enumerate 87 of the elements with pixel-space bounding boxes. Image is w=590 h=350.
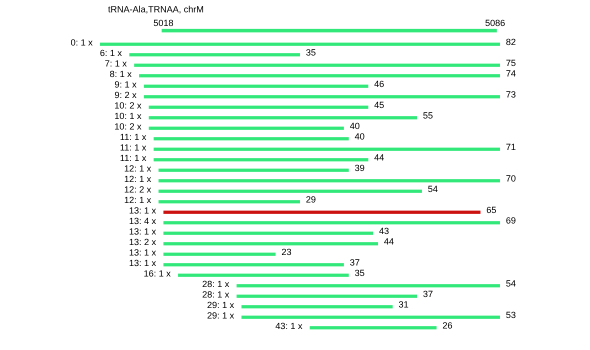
y-tick-label: 12: 1 x [124, 165, 152, 172]
bar [163, 221, 500, 224]
y-tick-label: 13: 4 x [130, 218, 156, 224]
bar [241, 316, 500, 319]
bar [163, 252, 276, 256]
y-tick-label: 29: 1 x [208, 302, 234, 308]
y-tick-label: 9: 2 x [114, 92, 136, 98]
y-tick-label: 7: 1 x [105, 60, 127, 67]
bar [129, 53, 300, 56]
bar [158, 200, 300, 204]
y-tick-label: 12: 2 x [124, 186, 152, 193]
y-tick-label: 12: 1 x [124, 176, 152, 182]
y-tick-label: 11: 1 x [120, 134, 146, 140]
data-label: 45 [374, 102, 384, 108]
y-tick-label: 28: 1 x [202, 291, 230, 298]
y-tick-label: 13: 1 x [130, 207, 156, 214]
data-label: 40 [350, 122, 360, 130]
bar [236, 294, 418, 298]
bar [241, 305, 393, 308]
data-label: 54 [506, 280, 516, 287]
data-label: 74 [506, 70, 516, 77]
y-tick-label: 13: 1 x [130, 228, 156, 235]
data-label: 46 [374, 80, 384, 88]
data-label: 29 [306, 196, 316, 203]
y-tick-label: 28: 1 x [202, 280, 230, 288]
bar [154, 148, 500, 151]
y-tick-label: 12: 1 x [124, 196, 152, 204]
bar [236, 284, 500, 288]
y-tick-label: 9: 1 x [114, 81, 136, 88]
bar [144, 95, 500, 98]
y-tick-label: 29: 1 x [208, 312, 234, 319]
y-tick-label: 8: 1 x [110, 70, 132, 78]
y-tick-label: 10: 2 x [115, 123, 142, 130]
y-tick-label: 6: 1 x [100, 50, 122, 56]
bar [148, 116, 418, 120]
bar [154, 158, 368, 162]
data-label: 44 [374, 154, 384, 161]
data-label: 40 [354, 133, 364, 140]
data-label: 31 [398, 301, 408, 308]
y-tick-label: 11: 1 x [120, 144, 146, 151]
y-tick-label: 13: 2 x [130, 238, 156, 246]
bar [148, 126, 344, 130]
bar [100, 42, 500, 46]
data-label: 53 [506, 312, 516, 318]
data-label: 35 [354, 270, 364, 276]
x-tick-label: 5086 [485, 20, 505, 26]
x-tick-label: 5018 [154, 20, 174, 26]
chart-title: tRNA-Ala,TRNAA, chrM [108, 6, 204, 14]
y-tick-label: 13: 1 x [130, 260, 156, 266]
data-label: 43 [379, 228, 389, 234]
bar [148, 106, 368, 109]
bar [310, 326, 437, 330]
data-label: 39 [354, 164, 364, 172]
data-label: 54 [428, 186, 438, 192]
bar [163, 242, 378, 246]
data-label: 70 [506, 175, 516, 182]
data-label: 26 [442, 322, 452, 329]
bar [154, 137, 349, 140]
bar [163, 263, 344, 266]
y-tick-label: 11: 1 x [120, 154, 146, 162]
data-label: 69 [506, 217, 516, 224]
y-tick-label: 0: 1 x [70, 39, 93, 46]
bar [139, 74, 500, 78]
bar [158, 168, 349, 172]
y-tick-label: 13: 1 x [130, 249, 156, 256]
y-tick-label: 43: 1 x [276, 322, 302, 330]
y-tick-label: 10: 1 x [115, 112, 142, 120]
data-label: 23 [282, 248, 292, 256]
bar [163, 232, 374, 235]
data-label: 71 [506, 144, 516, 150]
bar [134, 64, 500, 67]
data-label: 65 [486, 206, 496, 214]
bar [144, 84, 368, 88]
data-label: 75 [506, 60, 516, 66]
bar [163, 210, 480, 214]
bar [158, 179, 500, 182]
y-tick-label: 10: 2 x [115, 102, 142, 109]
bar [178, 274, 349, 277]
data-label: 37 [350, 259, 360, 266]
y-tick-label: 16: 1 x [144, 270, 171, 277]
data-label: 35 [306, 49, 316, 56]
data-label: 73 [506, 91, 516, 98]
bar [158, 190, 422, 193]
data-label: 37 [423, 290, 433, 298]
data-label: 55 [423, 112, 433, 119]
data-label: 82 [506, 38, 516, 46]
data-label: 44 [384, 238, 394, 245]
